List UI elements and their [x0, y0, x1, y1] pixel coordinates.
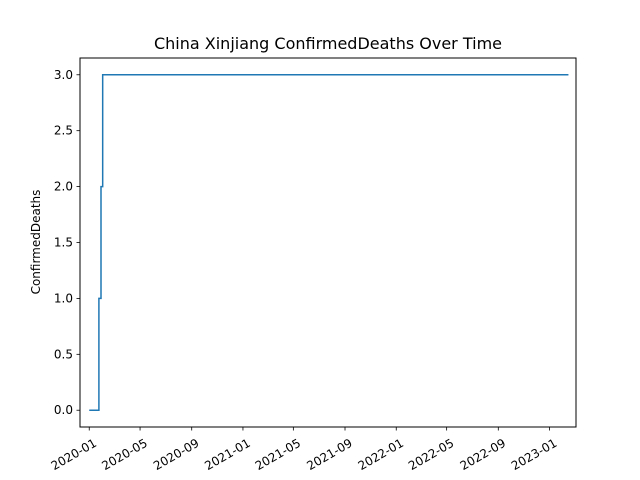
x-tick-label: 2021-09 [304, 436, 354, 473]
y-tick-label: 3.0 [54, 68, 73, 82]
x-tick-label: 2021-01 [202, 436, 252, 473]
x-tick-label: 2022-05 [406, 436, 456, 473]
y-axis-label: ConfirmedDeaths [29, 190, 43, 295]
x-tick-label: 2021-05 [253, 436, 303, 473]
y-tick-label: 0.0 [54, 403, 73, 417]
plot-area [89, 74, 569, 411]
y-tick-label: 1.0 [54, 291, 73, 305]
x-tick-label: 2022-09 [458, 436, 508, 473]
x-tick-label: 2022-01 [356, 436, 406, 473]
y-axis: 0.0 0.5 1.0 1.5 2.0 2.5 3.0 [54, 68, 80, 417]
x-axis: 2020-01 2020-05 2020-09 2021-01 2021-05 2021-… [49, 427, 559, 473]
x-tick-label: 2020-05 [99, 436, 149, 473]
y-tick-label: 0.5 [54, 347, 73, 361]
x-tick-label: 2020-01 [49, 436, 99, 473]
series-line-0 [89, 74, 569, 411]
x-tick-label: 2023-01 [509, 436, 559, 473]
chart-title: China Xinjiang ConfirmedDeaths Over Time [154, 34, 502, 53]
y-tick-label: 2.5 [54, 124, 73, 138]
y-tick-label: 2.0 [54, 180, 73, 194]
plot-frame [79, 57, 577, 428]
x-tick-label: 2020-09 [151, 436, 201, 473]
y-tick-label: 1.5 [54, 236, 73, 250]
